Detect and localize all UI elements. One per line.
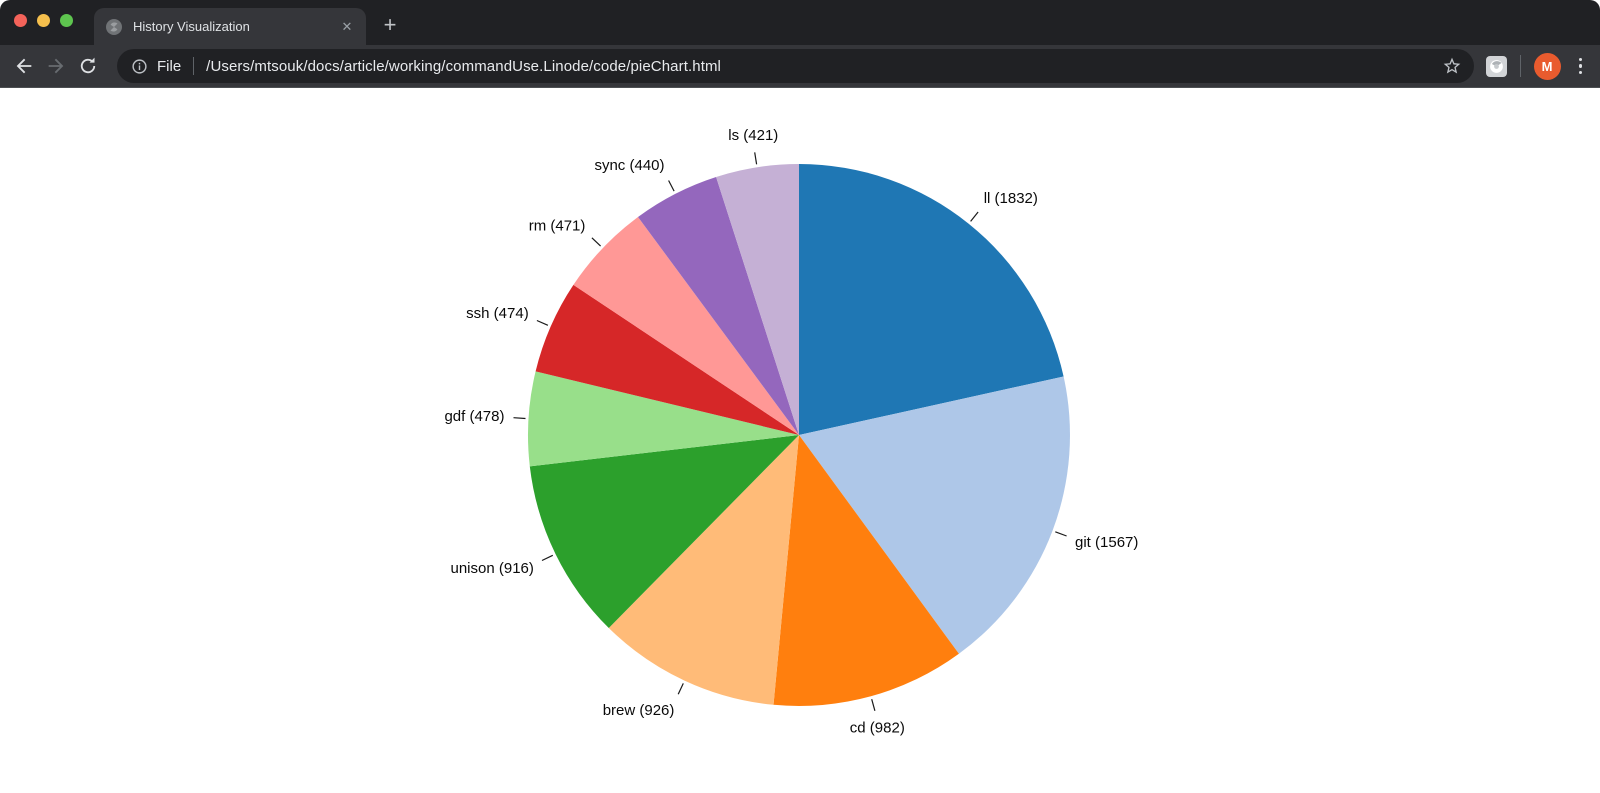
slice-label-unison: unison (916) [451, 560, 534, 577]
pie-slice-ls [716, 164, 799, 435]
slice-label-ssh: ssh (474) [466, 305, 529, 322]
back-button[interactable] [8, 50, 40, 82]
window-controls [14, 14, 73, 27]
url-scheme-chip: File [157, 57, 182, 75]
browser-toolbar: File /Users/mtsouk/docs/article/working/… [0, 45, 1600, 88]
slice-tick-brew [677, 683, 684, 695]
slice-label-git: git (1567) [1075, 534, 1138, 551]
new-tab-button[interactable]: + [383, 12, 397, 37]
page-content: ll (1832) git (1567) cd (982) brew (926) uni… [0, 88, 1600, 793]
extension-icon[interactable] [1485, 55, 1507, 77]
pie-slice-rm [573, 217, 799, 435]
browser-tab[interactable]: History Visualization ✕ [94, 8, 366, 45]
slice-tick-rm [591, 237, 602, 247]
slice-label-brew: brew (926) [603, 702, 675, 719]
url-text[interactable]: /Users/mtsouk/docs/article/working/comma… [206, 57, 721, 75]
slice-tick-ls [754, 152, 758, 165]
page-info-icon[interactable] [131, 58, 148, 75]
slice-label-gdf: gdf (478) [444, 408, 504, 425]
slice-label-rm: rm (471) [529, 218, 586, 235]
tab-close-icon[interactable]: ✕ [341, 18, 353, 34]
slice-tick-cd [871, 699, 876, 711]
pie-slice-unison [529, 435, 799, 628]
slice-label-ll: ll (1832) [984, 190, 1038, 207]
url-divider [193, 57, 195, 75]
pie-slice-sync [638, 177, 799, 435]
slice-label-ls: ls (421) [728, 127, 778, 144]
slice-tick-ll [970, 211, 979, 222]
slice-label-sync: sync (440) [594, 157, 664, 174]
slice-label-cd: cd (982) [850, 720, 905, 737]
profile-avatar[interactable]: M [1533, 52, 1561, 80]
forward-button[interactable] [40, 50, 72, 82]
slice-tick-sync [668, 180, 675, 192]
pie-slice-brew [608, 435, 799, 705]
minimize-window-button[interactable] [37, 14, 50, 27]
pie-slice-cd [773, 435, 959, 707]
zoom-window-button[interactable] [60, 14, 73, 27]
browser-menu-icon[interactable] [1575, 52, 1587, 81]
reload-button[interactable] [72, 50, 104, 82]
tab-favicon-icon [106, 18, 122, 35]
slice-tick-unison [541, 554, 554, 562]
close-window-button[interactable] [14, 14, 27, 27]
pie-chart: ll (1832) git (1567) cd (982) brew (926) uni… [444, 127, 1138, 737]
pie-slice-ll [799, 164, 1064, 435]
bookmark-star-icon[interactable] [1442, 56, 1462, 76]
slice-tick-gdf [513, 417, 526, 420]
tab-title: History Visualization [133, 19, 250, 34]
toolbar-separator [1519, 55, 1521, 77]
pie-slice-gdf [527, 371, 799, 467]
slice-tick-ssh [536, 319, 549, 326]
address-bar[interactable]: File /Users/mtsouk/docs/article/working/… [117, 49, 1474, 83]
tab-strip: History Visualization ✕ + [0, 0, 1600, 45]
pie-slice-ssh [535, 284, 799, 435]
pie-slice-git [799, 376, 1070, 654]
slice-tick-git [1055, 531, 1067, 537]
